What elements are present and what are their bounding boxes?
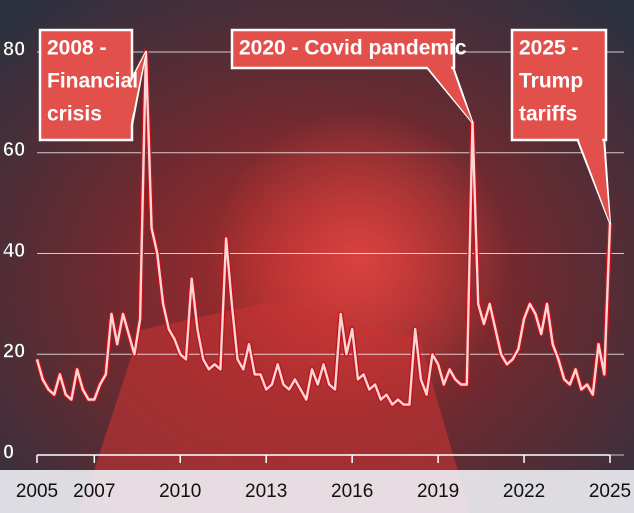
annotation-text: tariffs — [519, 103, 577, 126]
y-tick-label: 80 — [3, 38, 25, 60]
x-tick-label: 2010 — [159, 481, 201, 502]
annotation-text: Financial — [47, 70, 138, 93]
callout-pointer-fill — [426, 65, 473, 123]
annotation-text: Trump — [519, 70, 583, 93]
y-tick-label: 0 — [3, 441, 14, 463]
callout-box — [230, 28, 456, 70]
line — [35, 50, 612, 406]
annotation-text: 2025 - — [519, 37, 579, 60]
x-tick-label: 2025 — [589, 481, 631, 502]
annotation-text: 2020 - Covid pandemic — [239, 37, 467, 60]
axis-strip — [0, 470, 634, 513]
x-tick-label: 2019 — [417, 481, 459, 502]
x-tick-label: 2013 — [245, 481, 287, 502]
callout-box — [510, 28, 608, 142]
y-tick-label: 20 — [3, 341, 25, 363]
plot: 0 20 40 60 80 2005 2007 2010 2013 2016 2019 2022 202… — [3, 28, 631, 502]
y-tick-label: 40 — [3, 240, 25, 262]
x-tick-label: 2016 — [331, 481, 373, 502]
x-tick-label: 2005 — [16, 481, 58, 502]
annotation-text: crisis — [47, 103, 102, 126]
annotation-text: 2008 - — [47, 37, 107, 60]
callout-pointer-fill — [104, 52, 146, 137]
x-tick-label: 2022 — [503, 481, 545, 502]
x-tick-label: 2007 — [73, 481, 115, 502]
y-tick-label: 60 — [3, 139, 25, 161]
callout-pointer-fill — [578, 137, 610, 224]
